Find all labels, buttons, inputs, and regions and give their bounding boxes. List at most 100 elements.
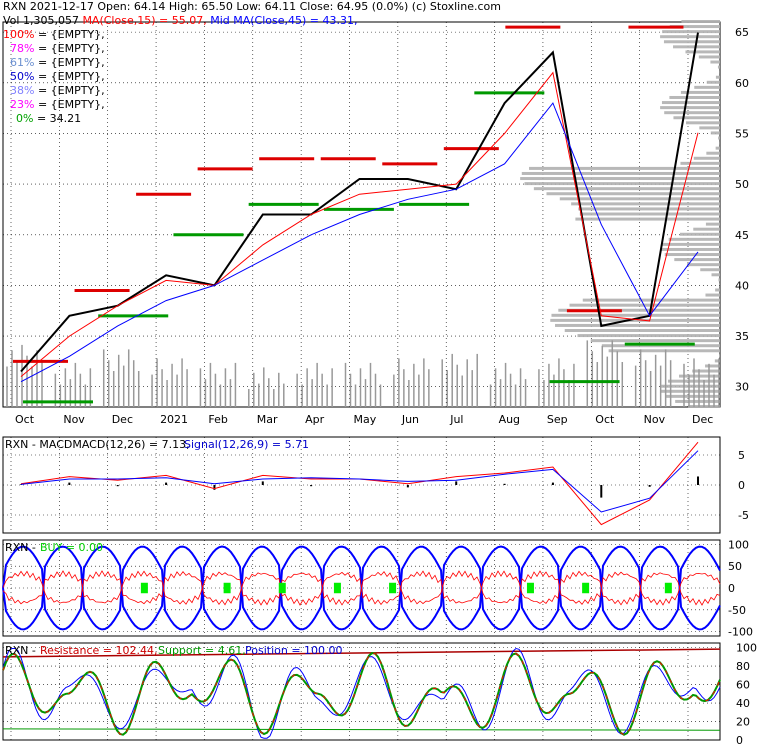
volume-profile-bar (571, 202, 720, 206)
fib-level: 38% = {EMPTY}, (10, 84, 105, 97)
buy-title: RXN - (5, 541, 36, 554)
volume-profile-bar (564, 329, 720, 333)
volume-profile-bar (601, 344, 720, 348)
panel-frame (2, 642, 721, 741)
volume-profile-bar (579, 212, 720, 216)
buy-marker (582, 582, 590, 594)
fib-level-value: = {EMPTY}, (37, 56, 105, 69)
volume-profile-bar (686, 263, 720, 267)
fib-level-label: 78% (10, 42, 38, 55)
volume-profile-bar (680, 90, 720, 94)
volume-profile-bar (521, 171, 720, 175)
fib-level: 61% = {EMPTY}, (10, 56, 105, 69)
month-label: Oct (15, 413, 35, 426)
volume-profile-bar (681, 20, 720, 23)
volume-profile-bar (664, 111, 720, 115)
volume-label: Vol 1,305,057 (3, 14, 79, 27)
buy-tick-label: 0 (728, 582, 735, 595)
volume-profile-bar (694, 85, 720, 89)
fib-level-value: = {EMPTY}, (37, 28, 105, 41)
volume-profile-bar (699, 126, 720, 130)
price-tick-label: 35 (735, 330, 749, 343)
price-tick-label: 55 (735, 127, 749, 140)
macd-tick-label: 0 (738, 479, 745, 492)
fib-level-label: 50% (10, 70, 38, 83)
position-tick-label: 40 (736, 697, 750, 710)
fib-level: 100% = {EMPTY}, (3, 28, 105, 41)
volume-profile-bar (714, 359, 720, 363)
buy-marker (526, 582, 534, 594)
fib-level-label: 23% (10, 98, 38, 111)
volume-profile-bar (718, 278, 720, 282)
volume-profile-bar (717, 65, 720, 69)
volume-profile-bar (685, 50, 720, 54)
volume-profile-bar (675, 399, 720, 403)
month-label: May (354, 413, 377, 426)
volume-profile-bar (698, 55, 720, 59)
position-tick-label: 60 (736, 679, 750, 692)
volume-profile-bar (569, 303, 720, 307)
month-label: Jun (401, 413, 419, 426)
volume-profile-bar (700, 268, 720, 272)
volume-profile-bar (551, 313, 720, 317)
volume-profile-bar (664, 253, 720, 257)
buy-tick-label: -100 (728, 626, 753, 639)
fib-level-value: = {EMPTY}, (37, 84, 105, 97)
volume-profile-bar (706, 151, 720, 155)
buy-marker (223, 582, 231, 594)
signal-line (20, 450, 699, 513)
month-label: Aug (499, 413, 520, 426)
macd-tick-label: 5 (738, 449, 745, 462)
volume-profile-bar (575, 217, 720, 221)
volume-profile-bar (710, 60, 720, 64)
buy-marker (333, 582, 341, 594)
fib-level: 23% = {EMPTY}, (10, 98, 105, 111)
support-level-line (2, 728, 721, 731)
buy-tick-label: -50 (728, 604, 746, 617)
ma15-series (20, 71, 699, 377)
month-label: Mar (257, 413, 278, 426)
volume-profile-bar (529, 166, 720, 170)
header-line: RXN 2021-12-17 Open: 64.14 High: 65.50 L… (3, 0, 501, 13)
fib-level-label: 61% (10, 56, 38, 69)
volume-profile-bar (706, 80, 720, 84)
volume-profile-bar (673, 116, 720, 120)
price-tick-label: 40 (735, 279, 749, 292)
volume-profile-bar (685, 121, 720, 125)
volume-profile-bar (711, 273, 720, 277)
fib-level-value: = 34.21 (36, 112, 82, 125)
position-line (2, 652, 721, 736)
resistance-level-line (2, 648, 721, 658)
fib-level-label: 38% (10, 84, 38, 97)
position-value: Position = 100.00 (245, 644, 343, 657)
ma45-series (20, 102, 699, 383)
volume-profile-bar (715, 146, 720, 150)
signal-title: Signal(12,26,9) = 5.71 (184, 438, 309, 451)
volume-profile-bar (679, 232, 720, 236)
volume-profile-bar (715, 75, 720, 79)
resistance-value: Resistance = 102.44, (40, 644, 157, 657)
price-tick-label: 30 (735, 381, 749, 394)
position-panel-title: RXN - (5, 644, 36, 657)
volume-profile-bar (662, 30, 720, 34)
macd-tick-label: -5 (738, 509, 749, 522)
volume-profile-bar (705, 293, 720, 297)
month-label: Nov (63, 413, 85, 426)
volume-profile-bar (668, 237, 720, 241)
volume-profile-bar (550, 318, 720, 322)
fib-level-value: = {EMPTY}, (37, 70, 105, 83)
volume-profile-bar (520, 177, 720, 181)
buy-tick-label: 50 (728, 560, 742, 573)
volume-profile-bar (661, 101, 720, 105)
price-tick-label: 65 (735, 26, 749, 39)
volume-profile-bar (669, 95, 720, 99)
volume-profile-bar (705, 222, 720, 226)
volume-profile-bar (546, 192, 720, 196)
volume-profile-bar (524, 182, 720, 186)
volume-profile-bar (559, 197, 720, 201)
volume-profile-bar (665, 394, 720, 398)
month-label: Apr (305, 413, 325, 426)
month-label: Feb (208, 413, 227, 426)
month-label: Oct (595, 413, 615, 426)
